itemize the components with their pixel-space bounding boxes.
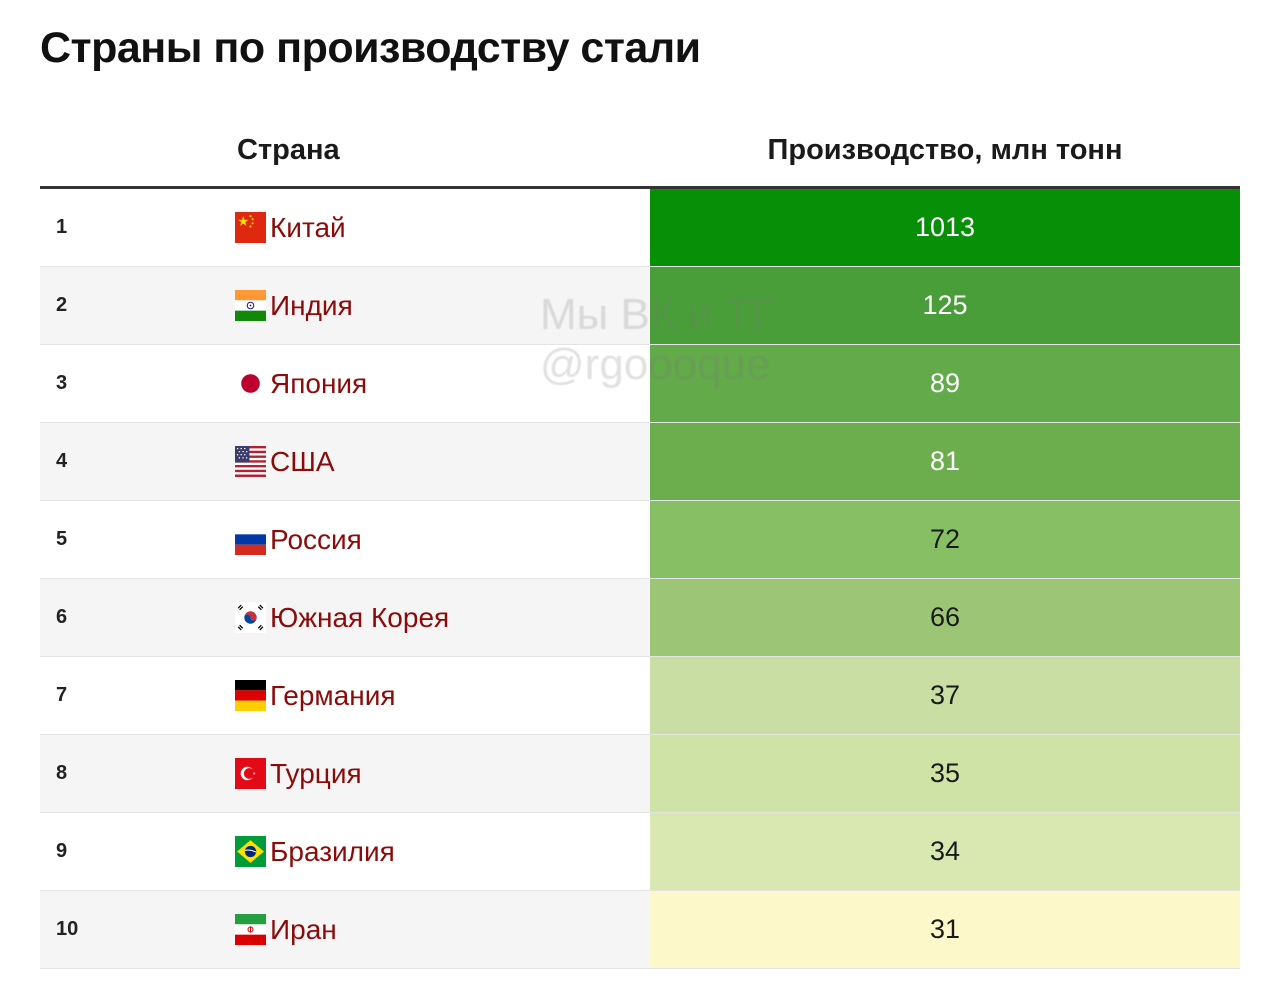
turkey-flag-icon (235, 758, 266, 789)
country-cell: Турция (235, 735, 362, 812)
rank-cell: 5 (56, 528, 68, 550)
page-title: Страны по производству стали (40, 24, 701, 72)
iran-flag-icon (235, 914, 266, 945)
country-name: Япония (270, 367, 368, 399)
country-cell: Россия (235, 501, 362, 578)
country-cell: Германия (235, 657, 396, 734)
rank-cell: 8 (56, 762, 68, 784)
country-cell: Южная Корея (235, 579, 449, 656)
table-header: Страна Производство, млн тонн (40, 120, 1240, 189)
country-cell: США (235, 423, 335, 500)
rank-cell: 6 (56, 606, 68, 628)
country-cell: Бразилия (235, 813, 395, 890)
russia-flag-icon (235, 524, 266, 555)
country-name: США (270, 445, 335, 477)
table-row: 5 Россия 72 (40, 501, 1240, 579)
china-flag-icon (235, 212, 266, 243)
table-row: 8 Турция 35 (40, 735, 1240, 813)
brazil-flag-icon (235, 836, 266, 867)
table-row: 6 Южная Корея 66 (40, 579, 1240, 657)
rank-cell: 7 (56, 684, 68, 706)
table-row: 7 Германия 37 (40, 657, 1240, 735)
production-value-cell: 34 (650, 813, 1240, 890)
country-cell: Индия (235, 267, 353, 344)
production-value-cell: 81 (650, 423, 1240, 500)
production-value-cell: 35 (650, 735, 1240, 812)
country-cell: Китай (235, 189, 346, 266)
production-value-cell: 1013 (650, 189, 1240, 266)
country-name: Турция (270, 757, 362, 789)
country-name: Иран (270, 913, 337, 945)
table-row: 9 Бразилия 34 (40, 813, 1240, 891)
table-row: 4 США 81 (40, 423, 1240, 501)
country-name: Индия (270, 289, 353, 321)
table-body: 1 Китай 1013 2 Индия 125 3 Япония 89 4 США 81 5 Росси… (40, 189, 1240, 969)
rank-cell: 1 (56, 216, 68, 238)
rank-cell: 9 (56, 840, 68, 862)
country-name: Бразилия (270, 835, 395, 867)
south-korea-flag-icon (235, 602, 266, 633)
production-value-cell: 72 (650, 501, 1240, 578)
japan-flag-icon (235, 368, 266, 399)
production-value-cell: 125 (650, 267, 1240, 344)
column-header-production: Производство, млн тонн (767, 134, 1123, 166)
country-cell: Япония (235, 345, 367, 422)
column-header-country: Страна (237, 134, 340, 166)
country-name: Россия (270, 523, 362, 555)
country-cell: Иран (235, 891, 337, 968)
country-name: Китай (270, 211, 346, 243)
table-row: 10 Иран 31 (40, 891, 1240, 969)
table-row: 2 Индия 125 (40, 267, 1240, 345)
production-value-cell: 31 (650, 891, 1240, 968)
country-name: Германия (270, 679, 396, 711)
rank-cell: 10 (56, 918, 79, 940)
production-value-cell: 37 (650, 657, 1240, 734)
production-value-cell: 89 (650, 345, 1240, 422)
table-row: 3 Япония 89 (40, 345, 1240, 423)
rank-cell: 3 (56, 372, 68, 394)
rank-cell: 2 (56, 294, 68, 316)
table-row: 1 Китай 1013 (40, 189, 1240, 267)
steel-production-table: Страна Производство, млн тонн 1 Китай 1013… (40, 120, 1240, 969)
rank-cell: 4 (56, 450, 68, 472)
germany-flag-icon (235, 680, 266, 711)
usa-flag-icon (235, 446, 266, 477)
country-name: Южная Корея (270, 601, 450, 633)
production-value-cell: 66 (650, 579, 1240, 656)
india-flag-icon (235, 290, 266, 321)
